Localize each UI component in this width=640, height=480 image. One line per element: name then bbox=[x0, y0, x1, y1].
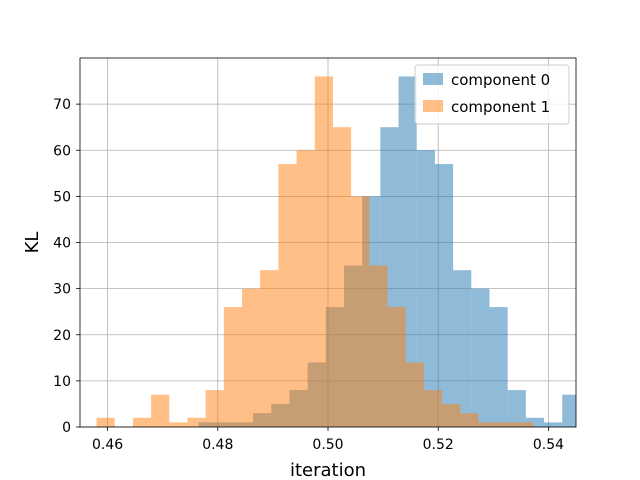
legend-label: component 0 bbox=[451, 71, 550, 89]
histogram-bar bbox=[416, 150, 435, 427]
y-tick-label: 20 bbox=[53, 328, 71, 344]
histogram-bar bbox=[132, 417, 152, 427]
y-tick-label: 50 bbox=[53, 189, 71, 205]
histogram-bar bbox=[471, 288, 490, 427]
histogram-bar bbox=[242, 288, 261, 427]
histogram-bar bbox=[489, 307, 508, 427]
x-tick-label: 0.48 bbox=[202, 437, 233, 453]
y-tick-label: 60 bbox=[53, 143, 71, 159]
histogram-bar bbox=[525, 417, 545, 427]
histogram-bar bbox=[260, 270, 279, 427]
histogram-bar bbox=[187, 417, 206, 427]
histogram-bar bbox=[387, 307, 406, 427]
y-tick-label: 10 bbox=[53, 374, 71, 390]
histogram-bar bbox=[278, 164, 297, 427]
x-tick-label: 0.46 bbox=[92, 437, 123, 453]
x-axis-ticks: 0.46 0.48 0.50 0.52 0.54 bbox=[92, 427, 564, 453]
x-tick-label: 0.54 bbox=[533, 437, 564, 453]
histogram-bar bbox=[369, 265, 388, 427]
histogram-bar bbox=[478, 422, 497, 427]
histogram-bar bbox=[332, 127, 352, 427]
legend-label: component 1 bbox=[451, 98, 550, 116]
legend: component 0 component 1 bbox=[414, 64, 570, 125]
legend-frame bbox=[414, 64, 570, 125]
y-tick-label: 40 bbox=[53, 236, 71, 252]
histogram-bars bbox=[96, 76, 576, 427]
x-axis-label: iteration bbox=[290, 460, 366, 480]
y-tick-label: 0 bbox=[62, 420, 71, 436]
histogram-bar bbox=[514, 422, 534, 427]
histogram-bar bbox=[562, 394, 576, 427]
histogram-bar bbox=[460, 413, 479, 427]
histogram-bar bbox=[296, 150, 315, 427]
series-1-bars bbox=[96, 76, 534, 427]
histogram-bar bbox=[442, 403, 461, 427]
histogram-bar bbox=[496, 422, 515, 427]
histogram-bar bbox=[507, 390, 526, 427]
y-axis-label: KL bbox=[22, 232, 43, 254]
legend-swatch bbox=[423, 100, 443, 112]
y-tick-label: 70 bbox=[53, 97, 71, 113]
histogram-bar bbox=[151, 394, 170, 427]
histogram-bar bbox=[351, 196, 370, 427]
y-axis-ticks: 0 10 20 30 40 50 60 70 bbox=[53, 97, 80, 436]
histogram-bar bbox=[453, 270, 472, 427]
histogram-bar bbox=[205, 390, 224, 427]
x-tick-label: 0.50 bbox=[312, 437, 343, 453]
y-tick-label: 30 bbox=[53, 282, 71, 298]
histogram-bar bbox=[96, 417, 115, 427]
histogram-bar bbox=[434, 164, 454, 427]
histogram-bar bbox=[423, 390, 443, 427]
x-tick-label: 0.52 bbox=[423, 437, 454, 453]
histogram-bar bbox=[223, 307, 243, 427]
histogram-bar bbox=[314, 76, 333, 427]
legend-swatch bbox=[423, 73, 443, 85]
histogram-bar bbox=[405, 362, 424, 427]
histogram-bar bbox=[544, 422, 563, 427]
histogram-bar bbox=[169, 422, 188, 427]
